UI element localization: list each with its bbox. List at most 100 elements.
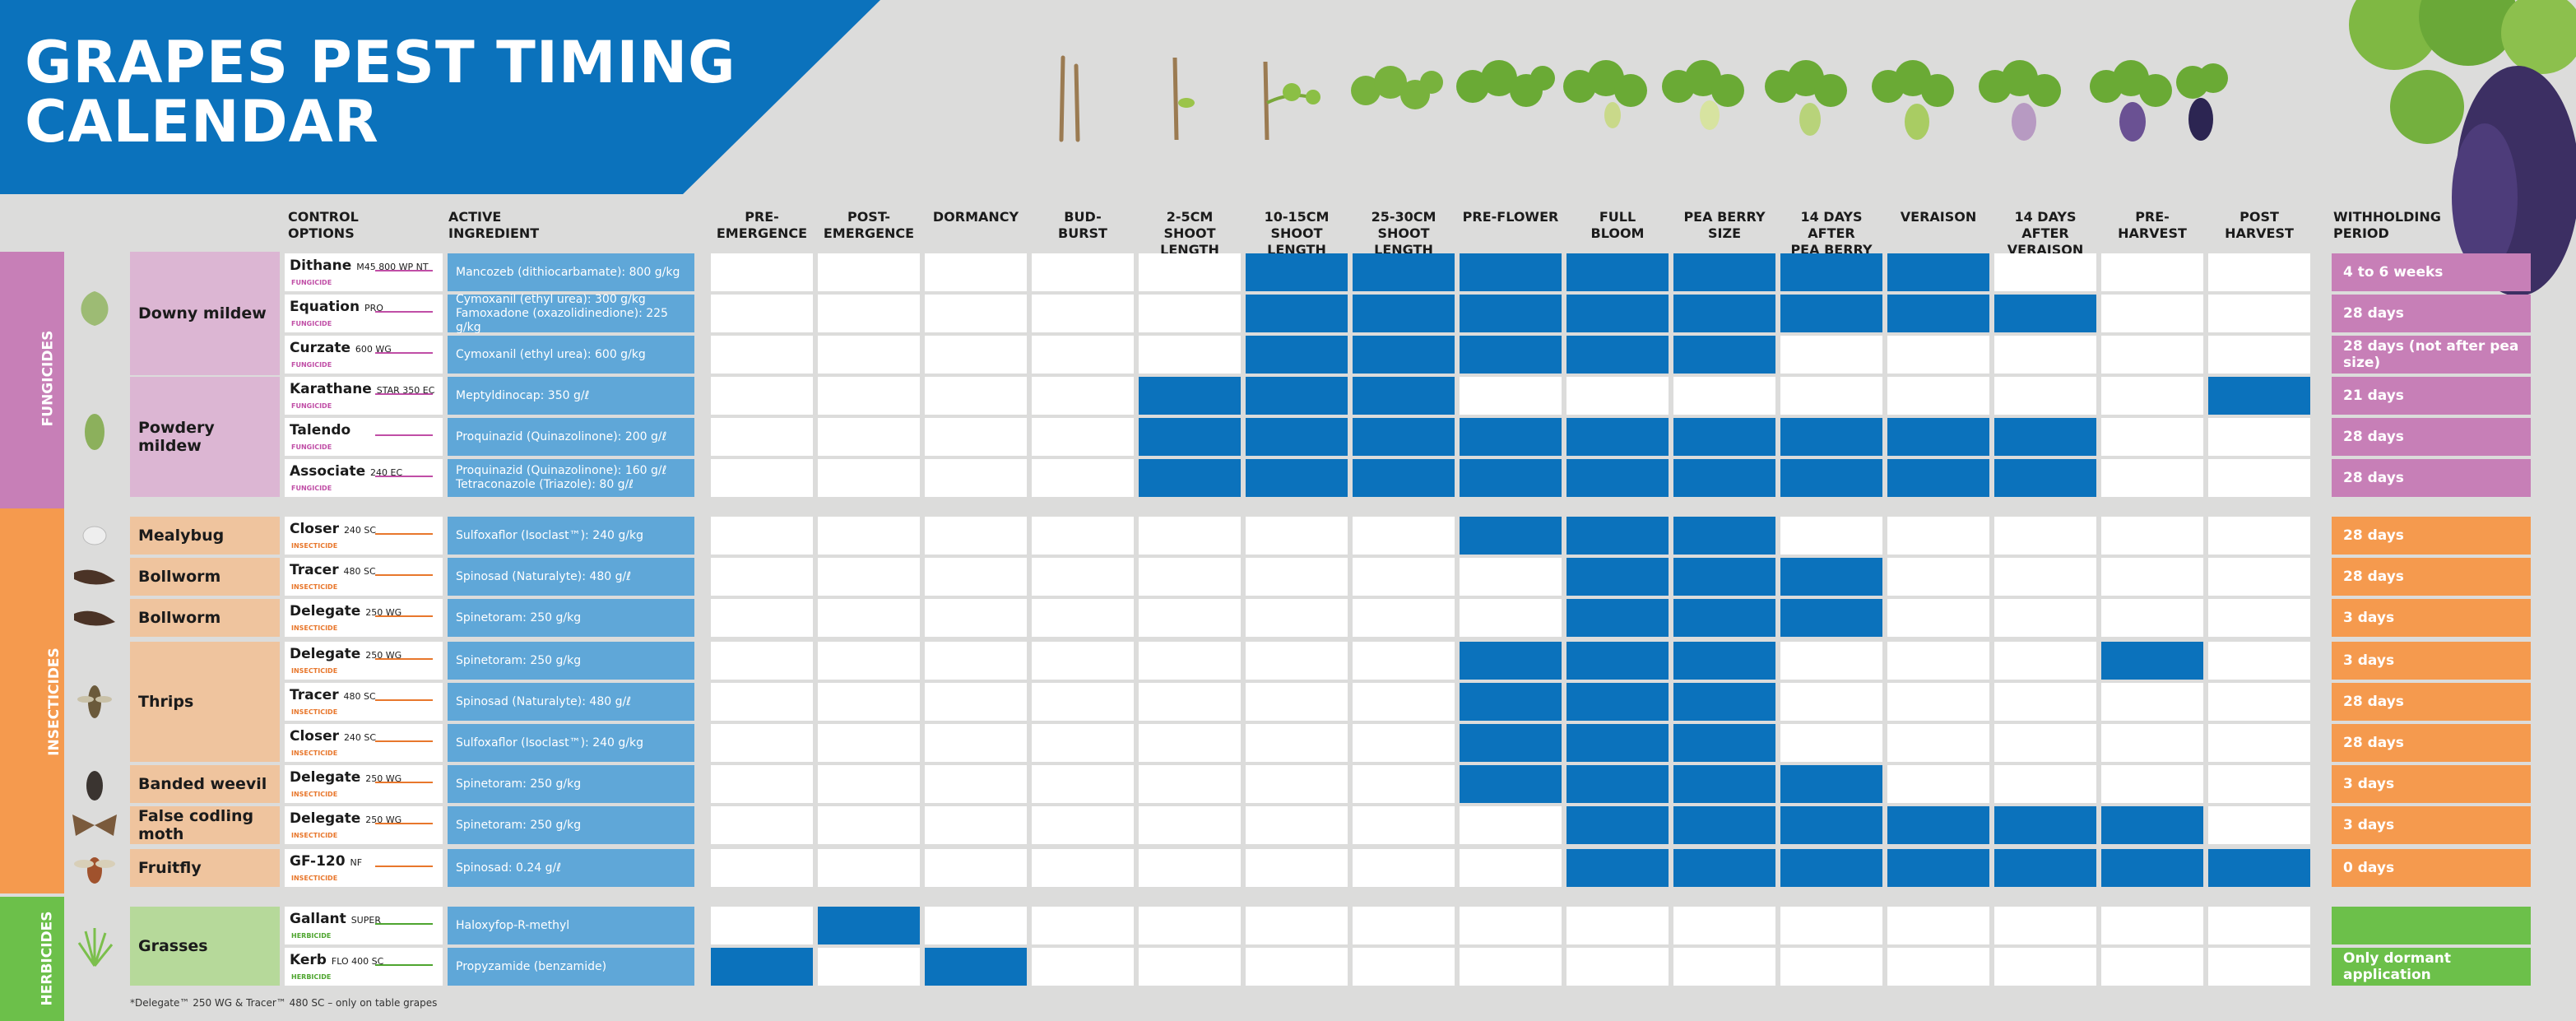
timing-cell-active: [1246, 336, 1348, 374]
timing-cell-empty: [1566, 377, 1669, 415]
timing-cell-empty: [1353, 948, 1455, 986]
product-type: FUNGICIDE: [291, 361, 332, 369]
product-type: FUNGICIDE: [291, 402, 332, 410]
brand-swoosh: [375, 352, 433, 354]
timing-cell-empty: [1139, 948, 1241, 986]
product-name: Delegate 250 WG: [290, 646, 402, 662]
withholding-period: 28 days: [2332, 517, 2531, 555]
withholding-period: 28 days: [2332, 295, 2531, 332]
timing-cell-empty: [818, 459, 920, 497]
timing-cell-active: [1673, 517, 1775, 555]
post-pea-berry-icon: [1872, 60, 1954, 140]
timing-cell-active: [1887, 295, 1989, 332]
timing-cell-active: [1460, 642, 1562, 680]
timing-cell-active: [2101, 642, 2203, 680]
timing-cell-empty: [1139, 517, 1241, 555]
timing-cell-empty: [1780, 517, 1882, 555]
bud-burst-icon: [1172, 57, 1195, 141]
timing-cell-empty: [1887, 724, 1989, 762]
timing-cell-empty: [1139, 849, 1241, 887]
active-ingredient: Proquinazid (Quinazolinone): 160 g/ℓ Tetr…: [448, 459, 694, 497]
pest-powdery-mildew: Powdery mildew: [130, 377, 280, 497]
timing-cell-empty: [711, 599, 813, 637]
product-type: HERBICIDE: [291, 973, 332, 981]
timing-cell-active: [1673, 295, 1775, 332]
timing-cell-empty: [1780, 948, 1882, 986]
timing-cell-empty: [925, 806, 1027, 844]
withholding-period: 28 days: [2332, 724, 2531, 762]
timing-cell-empty: [711, 253, 813, 291]
timing-cell-empty: [1887, 599, 1989, 637]
timing-cell-empty: [711, 418, 813, 456]
timing-cell-empty: [711, 558, 813, 596]
pest-grasses: Grasses: [130, 907, 280, 986]
active-ingredient: Proquinazid (Quinazolinone): 200 g/ℓ: [448, 418, 694, 456]
timing-cell-active: [1353, 253, 1455, 291]
timing-cell-empty: [1032, 642, 1134, 680]
timing-cell-active: [1460, 295, 1562, 332]
fruitfly-icon: [74, 857, 115, 884]
timing-cell-empty: [1246, 642, 1348, 680]
brand-swoosh: [375, 866, 433, 867]
product-option: Closer 240 SC INSECTICIDE: [285, 517, 443, 555]
timing-cell-active: [1460, 765, 1562, 803]
pest-bollworm: Bollworm: [130, 599, 280, 637]
product-name: Closer 240 SC: [290, 521, 377, 537]
product-type: INSECTICIDE: [291, 583, 338, 591]
timing-cell-empty: [818, 517, 920, 555]
withholding-period: [2332, 907, 2531, 944]
timing-cell-empty: [818, 642, 920, 680]
timing-cell-active: [1566, 295, 1669, 332]
timing-cell-empty: [1139, 724, 1241, 762]
timing-cell-empty: [1032, 849, 1134, 887]
timing-cell-empty: [1353, 517, 1455, 555]
timing-cell-empty: [1994, 907, 2096, 944]
withholding-period: 28 days: [2332, 683, 2531, 721]
active-ingredient: Meptyldinocap: 350 g/ℓ: [448, 377, 694, 415]
timing-cell-empty: [925, 517, 1027, 555]
timing-cell-empty: [711, 295, 813, 332]
timing-cell-active: [2101, 849, 2203, 887]
timing-cell-active: [1780, 765, 1882, 803]
timing-cell-active: [1460, 683, 1562, 721]
timing-cell-empty: [1887, 377, 1989, 415]
timing-cell-active: [1566, 253, 1669, 291]
timing-cell-empty: [1139, 558, 1241, 596]
product-name: Tracer 480 SC: [290, 562, 376, 578]
withholding-period: 3 days: [2332, 642, 2531, 680]
pest-bollworm: Bollworm: [130, 558, 280, 596]
active-ingredient: Cymoxanil (ethyl urea): 300 g/kg Famoxado…: [448, 293, 694, 334]
stage-header: 2-5cm SHOOT LENGTH: [1160, 209, 1219, 258]
timing-cell-empty: [1887, 907, 1989, 944]
timing-cell-empty: [818, 558, 920, 596]
timing-cell-empty: [1780, 724, 1882, 762]
stage-header: PRE-FLOWER: [1462, 209, 1559, 225]
timing-cell-empty: [818, 418, 920, 456]
pest-fruitfly: Fruitfly: [130, 849, 280, 887]
product-option: Closer 240 SC INSECTICIDE: [285, 724, 443, 762]
stage-header: POST- EMERGENCE: [823, 209, 915, 241]
timing-cell-empty: [2208, 806, 2310, 844]
timing-cell-empty: [2101, 253, 2203, 291]
product-option: Delegate 250 WG INSECTICIDE: [285, 599, 443, 637]
timing-cell-empty: [2101, 599, 2203, 637]
timing-cell-active: [1139, 459, 1241, 497]
timing-cell-active: [1994, 459, 2096, 497]
timing-cell-empty: [1353, 642, 1455, 680]
timing-cell-empty: [1139, 683, 1241, 721]
bollworm-icon: [74, 569, 115, 585]
timing-cell-empty: [1246, 558, 1348, 596]
timing-cell-empty: [2101, 558, 2203, 596]
timing-cell-empty: [925, 558, 1027, 596]
product-option: Karathane STAR 350 EC FUNGICIDE: [285, 377, 443, 415]
shoot-small-icon: [1263, 61, 1320, 141]
timing-cell-empty: [1566, 907, 1669, 944]
timing-cell-active: [1780, 558, 1882, 596]
timing-cell-empty: [2101, 377, 2203, 415]
product-option: Kerb FLO 400 SC HERBICIDE: [285, 948, 443, 986]
stage-header: FULL BLOOM: [1590, 209, 1645, 241]
timing-cell-empty: [1139, 765, 1241, 803]
stage-header: PRE- HARVEST: [2118, 209, 2187, 241]
product-type: INSECTICIDE: [291, 542, 338, 550]
timing-cell-empty: [925, 642, 1027, 680]
